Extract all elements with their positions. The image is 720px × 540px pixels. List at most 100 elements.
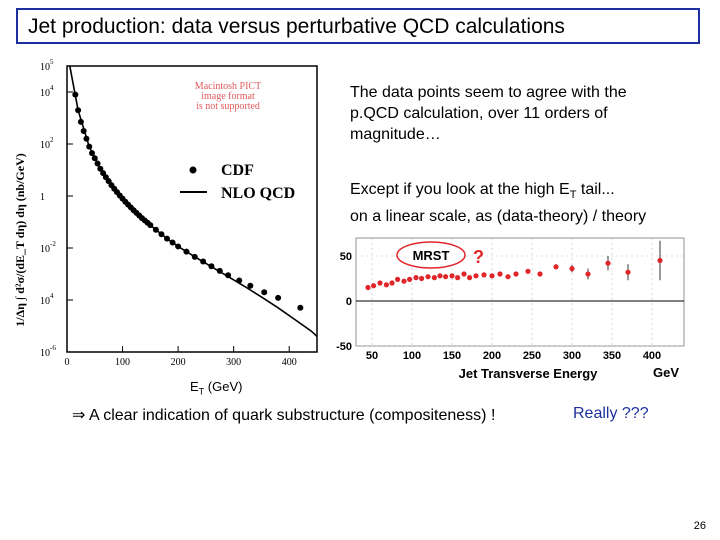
- right-xtick-label: 250: [523, 350, 541, 362]
- cdf-data-point: [183, 248, 190, 255]
- left-xtick-label: 100: [115, 357, 130, 368]
- residual-data-point: [389, 280, 395, 286]
- left-ytick-label: 10-6: [40, 344, 56, 359]
- residual-data-point: [413, 275, 419, 281]
- right-xtick-label: 200: [483, 350, 501, 362]
- left-ytick-label: 10-2: [40, 240, 56, 255]
- legend-cdf-marker: [189, 166, 197, 174]
- left-ytick-label: 102: [40, 136, 54, 151]
- right-xtick-label: 350: [603, 350, 621, 362]
- residual-data-point: [605, 260, 611, 266]
- residual-data-point: [537, 271, 543, 277]
- residual-data-point: [497, 271, 503, 277]
- agreement-text: The data points seem to agree with the p…: [350, 82, 627, 145]
- cdf-data-point: [72, 91, 79, 98]
- pict-line-3: is not supported: [196, 101, 260, 112]
- legend-nlo-label: NLO QCD: [221, 185, 295, 202]
- left-x-axis-label: ET (GeV): [190, 376, 242, 403]
- conclusion-text: ⇒ A clear indication of quark substructu…: [72, 407, 496, 424]
- cdf-data-point: [152, 226, 159, 233]
- left-xtick-label: 400: [282, 357, 297, 368]
- cdf-data-point: [261, 289, 268, 296]
- residual-data-point: [657, 257, 663, 264]
- left-xtick-label: 200: [171, 357, 186, 368]
- right-xtick-label: 50: [366, 350, 378, 362]
- cdf-data-point: [208, 263, 215, 270]
- cdf-data-point: [200, 258, 207, 265]
- slide-title: Jet production: data versus perturbative…: [28, 15, 565, 38]
- cdf-data-point: [80, 128, 87, 134]
- residual-data-point: [553, 264, 559, 270]
- left-ytick-label: 105: [40, 58, 54, 73]
- pict-placeholder: Macintosh PICT image format is not suppo…: [195, 81, 261, 112]
- residual-data-point: [371, 283, 377, 289]
- cdf-data-point: [75, 107, 82, 114]
- right-ytick-label: 50: [340, 251, 352, 263]
- agreement-line-2: p.QCD calculation, over 11 orders of: [350, 105, 608, 122]
- mrst-label: MRST: [413, 248, 450, 263]
- residual-data-point: [377, 280, 383, 286]
- residual-data-point: [513, 271, 519, 277]
- residual-data-point: [525, 268, 531, 274]
- cdf-data-point: [191, 253, 198, 260]
- residual-data-point: [443, 274, 449, 280]
- right-xtick-label: 150: [443, 350, 461, 362]
- right-ytick-label: -50: [336, 341, 352, 353]
- left-ytick-label: 1: [40, 192, 45, 203]
- residual-data-point: [449, 273, 455, 279]
- agreement-line-3: magnitude…: [350, 126, 441, 143]
- residual-data-point: [473, 273, 479, 279]
- high-et-line-2: on a linear scale, as (data-theory) / th…: [350, 208, 647, 226]
- left-ytick-label: 104: [40, 292, 54, 307]
- left-xtick-label: 0: [65, 357, 70, 368]
- residual-data-point: [419, 275, 425, 282]
- left-ytick-label: 104: [40, 84, 54, 99]
- right-plot-frame: [355, 237, 685, 347]
- mrst-tag: MRST: [396, 241, 466, 269]
- cdf-data-point: [216, 267, 223, 274]
- page-number: 26: [693, 520, 706, 532]
- high-et-line-1b: tail...: [576, 181, 615, 198]
- legend-cdf-label: CDF: [221, 162, 254, 179]
- cdf-data-point: [86, 143, 93, 150]
- residual-data-point: [401, 278, 407, 284]
- agreement-line-1: The data points seem to agree with the: [350, 84, 627, 101]
- residual-data-point: [569, 266, 575, 272]
- right-x-axis-label: Jet Transverse Energy: [459, 366, 599, 381]
- cdf-data-point: [97, 165, 104, 172]
- cdf-data-point: [147, 222, 154, 229]
- residual-data-point: [585, 271, 591, 277]
- right-x-axis-unit: GeV: [653, 365, 679, 380]
- high-et-line-1a: Except if you look at the high E: [350, 181, 570, 198]
- cdf-data-point: [94, 160, 101, 167]
- left-xtick-label: 300: [226, 357, 241, 368]
- question-mark: ?: [473, 247, 484, 267]
- right-xtick-label: 400: [643, 350, 661, 362]
- pict-line-1: Macintosh PICT: [195, 81, 261, 92]
- right-xtick-label: 300: [563, 350, 581, 362]
- cdf-data-point: [247, 282, 254, 289]
- cdf-data-point: [297, 304, 304, 311]
- residual-data-point: [461, 271, 467, 277]
- cdf-data-point: [169, 239, 176, 246]
- right-ytick-label: 0: [346, 296, 352, 308]
- high-et-sub: T: [569, 189, 577, 202]
- left-xlabel-sub: T: [198, 386, 205, 397]
- cdf-data-point: [83, 135, 90, 142]
- residual-data-point: [407, 276, 413, 282]
- residual-data-point: [489, 273, 495, 279]
- left-xlabel-main: E: [190, 379, 199, 394]
- cdf-data-point: [91, 155, 98, 162]
- residual-data-point: [467, 275, 473, 281]
- residual-data-point: [437, 273, 443, 279]
- residual-data-point: [431, 275, 437, 281]
- residual-data-point: [455, 275, 461, 281]
- title-box: Jet production: data versus perturbative…: [16, 8, 700, 44]
- high-et-line-1: Except if you look at the high ET tail..…: [350, 179, 646, 206]
- cross-section-chart: 105 104 102 1 10-2 104 10-6 0 100 200 300 400 1/Δη…: [13, 58, 318, 368]
- cdf-data-point: [236, 277, 243, 284]
- left-y-axis-label: 1/Δη ∫ d²σ/(dE_T dη) dη (nb/GeV): [13, 153, 27, 327]
- really-question: Really ???: [573, 405, 649, 422]
- residual-data-point: [383, 282, 389, 288]
- cdf-data-point: [225, 272, 232, 279]
